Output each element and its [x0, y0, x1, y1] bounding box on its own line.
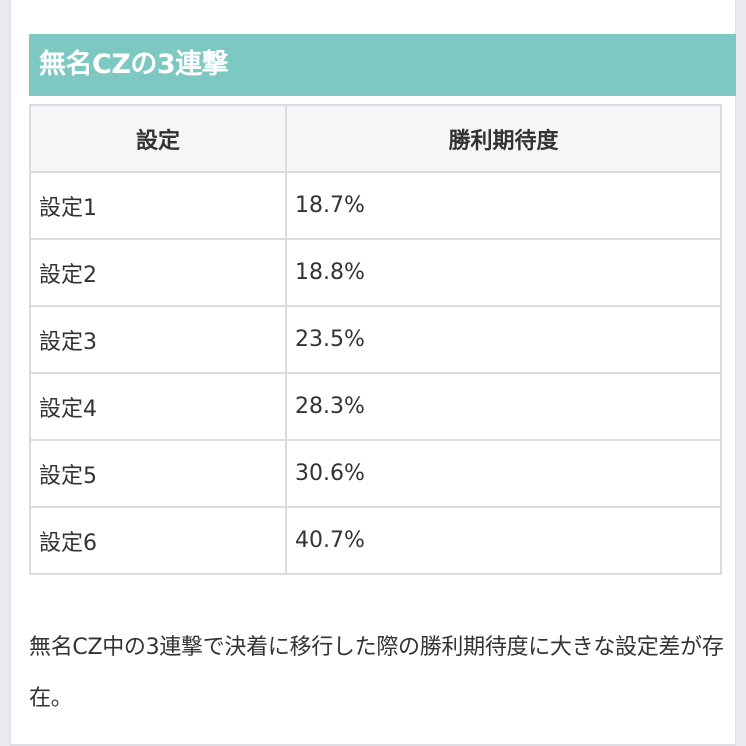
- table-row: 設定1 18.7%: [29, 171, 722, 240]
- article-section: 無名CZの3連撃 設定 勝利期待度 設定1 18.7% 設定2 18.8% 設定…: [10, 0, 736, 746]
- rate-cell: 23.5%: [285, 305, 722, 374]
- setting-cell: 設定5: [29, 439, 287, 508]
- bottom-divider: [11, 744, 735, 746]
- rate-cell: 40.7%: [285, 506, 722, 575]
- rate-cell: 18.8%: [285, 238, 722, 307]
- column-header-setting: 設定: [29, 104, 287, 173]
- settings-table: 設定 勝利期待度 設定1 18.7% 設定2 18.8% 設定3 23.5% 設…: [29, 104, 722, 575]
- setting-cell: 設定1: [29, 171, 287, 240]
- description-text: 無名CZ中の3連撃で決着に移行した際の勝利期待度に大きな設定差が存在。: [29, 635, 724, 711]
- rate-cell: 28.3%: [285, 372, 722, 441]
- rate-cell: 18.7%: [285, 171, 722, 240]
- setting-cell: 設定2: [29, 238, 287, 307]
- setting-cell: 設定6: [29, 506, 287, 575]
- table-row: 設定5 30.6%: [29, 439, 722, 508]
- table-row: 設定3 23.5%: [29, 305, 722, 374]
- table-row: 設定2 18.8%: [29, 238, 722, 307]
- section-heading: 無名CZの3連撃: [29, 34, 736, 97]
- setting-cell: 設定3: [29, 305, 287, 374]
- setting-cell: 設定4: [29, 372, 287, 441]
- rate-cell: 30.6%: [285, 439, 722, 508]
- table-header-row: 設定 勝利期待度: [29, 104, 722, 173]
- column-header-win-rate: 勝利期待度: [285, 104, 722, 173]
- table-row: 設定6 40.7%: [29, 506, 722, 575]
- table-row: 設定4 28.3%: [29, 372, 722, 441]
